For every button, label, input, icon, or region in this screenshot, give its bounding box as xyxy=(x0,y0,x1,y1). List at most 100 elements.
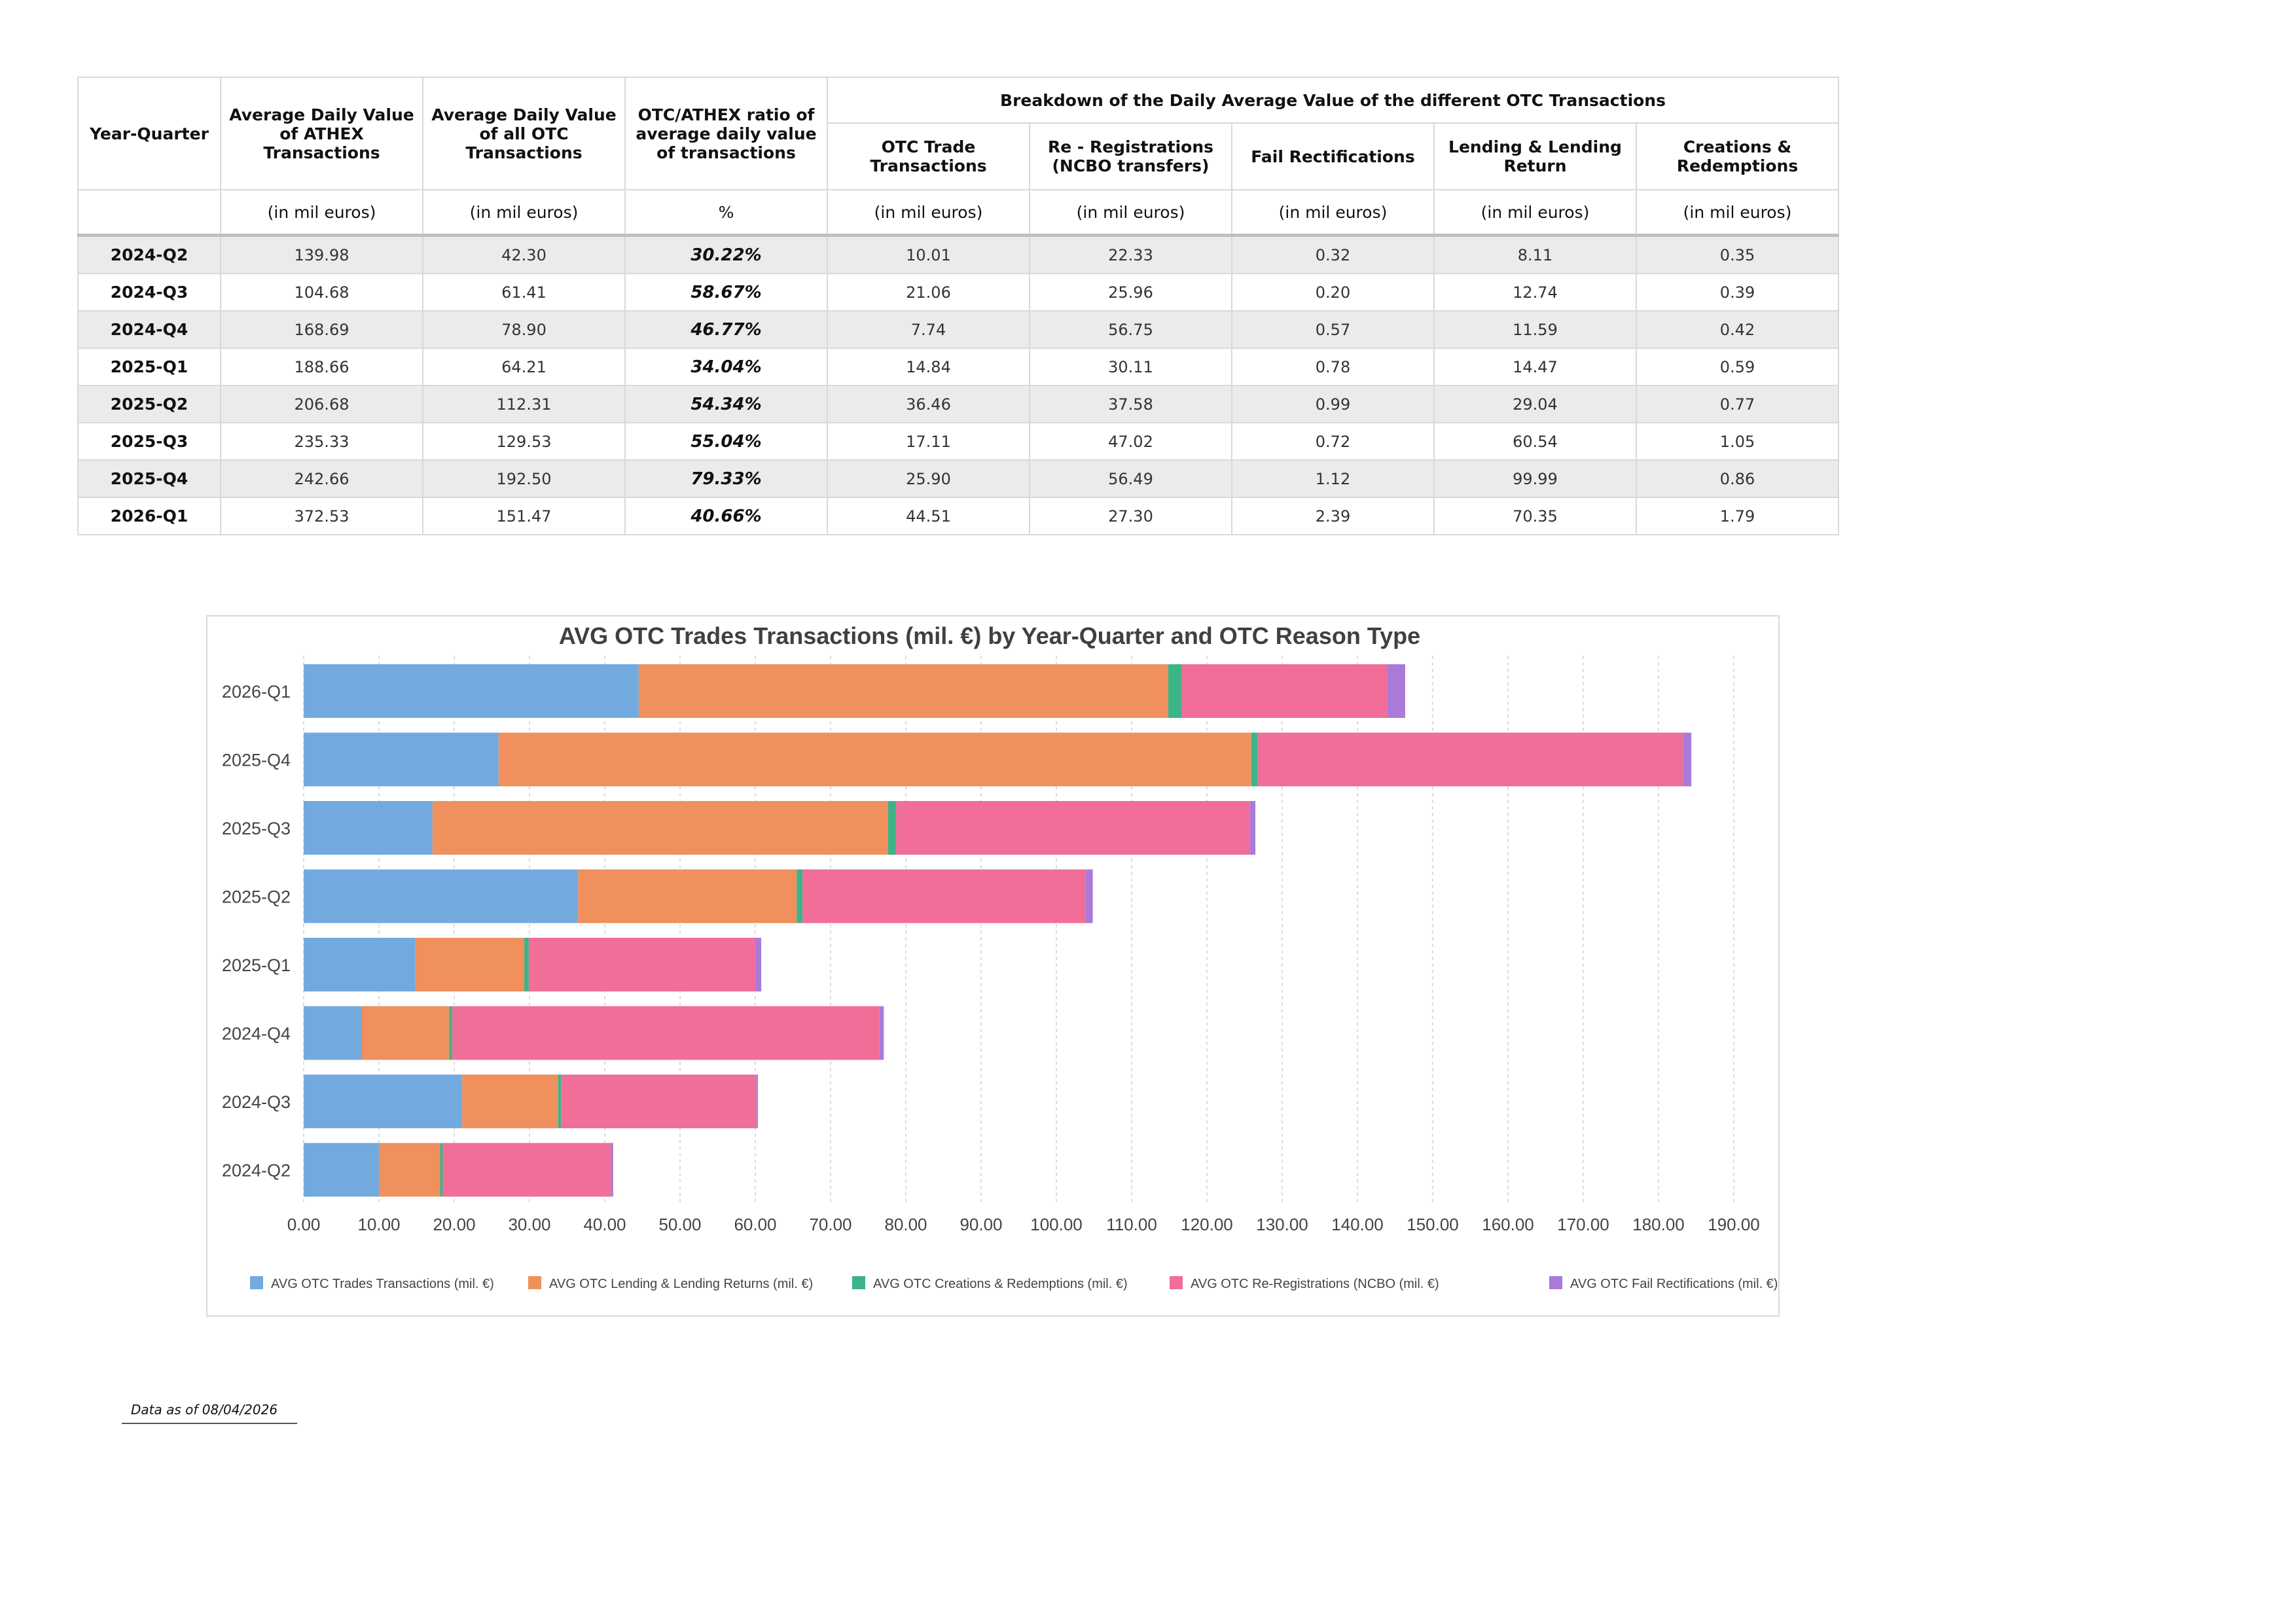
table-cell-ratio: 30.22% xyxy=(624,234,828,274)
table-cell-fail: 0.57 xyxy=(1231,310,1435,349)
header-rereg: Re - Registrations (NCBO transfers) xyxy=(1029,122,1232,190)
table-row: 2024-Q3 104.68 61.41 58.67% 21.06 25.96 0.20 12… xyxy=(77,273,1840,312)
chart-svg: AVG OTC Trades Transactions (mil. €) by … xyxy=(222,622,1778,1291)
table-cell-rereg: 56.75 xyxy=(1029,310,1232,349)
units-year-quarter xyxy=(77,189,221,237)
bar-segment xyxy=(578,869,797,923)
bar-segment xyxy=(304,1143,380,1197)
bar-segment xyxy=(1249,801,1256,855)
table-cell-creations: 0.35 xyxy=(1635,234,1840,274)
table-cell-ratio: 55.04% xyxy=(624,422,828,461)
bar-segment xyxy=(362,1006,450,1060)
y-tick-label: 2026-Q1 xyxy=(222,682,291,702)
table-cell-lending: 11.59 xyxy=(1433,310,1637,349)
table-cell-creations: 0.59 xyxy=(1635,348,1840,386)
bar-segment xyxy=(1257,732,1683,787)
bar-segment xyxy=(304,1075,463,1128)
bar-segment xyxy=(498,732,1251,787)
bar-segment xyxy=(440,1143,443,1197)
table-cell-otc: 61.41 xyxy=(422,273,626,312)
bar-segment xyxy=(415,938,525,991)
units-rereg: (in mil euros) xyxy=(1029,189,1232,237)
header-otc-all: Average Daily Value of all OTC Transacti… xyxy=(422,77,626,190)
legend-swatch xyxy=(250,1276,263,1289)
bar-segment xyxy=(304,938,416,991)
bar-segment xyxy=(304,732,499,787)
bar-segment xyxy=(561,1075,757,1128)
header-ratio: OTC/ATHEX ratio of average daily value o… xyxy=(624,77,828,190)
bar-segment xyxy=(432,801,888,855)
table-row: 2025-Q4 242.66 192.50 79.33% 25.90 56.49 1.12 9… xyxy=(77,459,1840,498)
table-cell-athex: 372.53 xyxy=(220,497,423,535)
x-tick-label: 10.00 xyxy=(357,1215,400,1234)
table-cell-yq: 2026-Q1 xyxy=(77,497,221,535)
x-tick-label: 60.00 xyxy=(734,1215,776,1234)
table-cell-rereg: 22.33 xyxy=(1029,234,1232,274)
table-row: 2024-Q2 139.98 42.30 30.22% 10.01 22.33 0.32 8.… xyxy=(77,234,1840,274)
table-cell-fail: 0.32 xyxy=(1231,234,1435,274)
units-athex: (in mil euros) xyxy=(220,189,423,237)
table-cell-athex: 139.98 xyxy=(220,234,423,274)
table-cell-yq: 2025-Q1 xyxy=(77,348,221,386)
table-cell-rereg: 47.02 xyxy=(1029,422,1232,461)
table-cell-athex: 168.69 xyxy=(220,310,423,349)
bar-segment xyxy=(888,801,897,855)
x-tick-label: 180.00 xyxy=(1632,1215,1685,1234)
table-cell-fail: 0.20 xyxy=(1231,273,1435,312)
table-cell-rereg: 56.49 xyxy=(1029,459,1232,498)
table-cell-yq: 2024-Q2 xyxy=(77,234,221,274)
data-date-footnote: Data as of 08/04/2026 xyxy=(122,1402,297,1424)
table-cell-athex: 206.68 xyxy=(220,385,423,423)
bar-segment xyxy=(452,1006,880,1060)
table-cell-trade: 25.90 xyxy=(827,459,1030,498)
table-body: 2024-Q2 139.98 42.30 30.22% 10.01 22.33 0.32 8.… xyxy=(77,234,1840,535)
legend-swatch xyxy=(528,1276,541,1289)
bar-segment xyxy=(1085,869,1093,923)
legend-label: AVG OTC Fail Rectifications (mil. €) xyxy=(1570,1277,1778,1291)
legend-swatch xyxy=(852,1276,865,1289)
bar-segment xyxy=(462,1075,558,1128)
bar-segment xyxy=(1168,664,1182,718)
bar-segment xyxy=(379,1143,440,1197)
units-lending: (in mil euros) xyxy=(1433,189,1637,237)
table-cell-fail: 0.78 xyxy=(1231,348,1435,386)
table-cell-rereg: 25.96 xyxy=(1029,273,1232,312)
bar-segment xyxy=(611,1143,613,1197)
bar-segment xyxy=(802,869,1086,923)
table-cell-creations: 0.86 xyxy=(1635,459,1840,498)
table-cell-yq: 2024-Q3 xyxy=(77,273,221,312)
y-tick-label: 2024-Q4 xyxy=(222,1024,291,1044)
x-tick-label: 40.00 xyxy=(583,1215,626,1234)
header-creations: Creations & Redemptions xyxy=(1635,122,1840,190)
table-cell-lending: 70.35 xyxy=(1433,497,1637,535)
x-tick-label: 170.00 xyxy=(1557,1215,1609,1234)
bar-segment xyxy=(304,801,433,855)
legend: AVG OTC Trades Transactions (mil. €) AVG … xyxy=(250,1276,1778,1291)
x-axis-labels: 0.00 10.00 20.00 30.00 40.00 50.00 60.00 70.00 8… xyxy=(287,1215,1760,1234)
bar-segment xyxy=(1251,732,1258,787)
y-axis-labels: 2026-Q1 2025-Q4 2025-Q3 2025-Q2 2025-Q1 2024-… xyxy=(222,682,291,1181)
bar-segment xyxy=(528,938,756,991)
y-tick-label: 2025-Q4 xyxy=(222,751,291,770)
bar-segment xyxy=(896,801,1250,855)
y-tick-label: 2024-Q3 xyxy=(222,1092,291,1112)
bar-segment xyxy=(304,1006,363,1060)
table-cell-otc: 42.30 xyxy=(422,234,626,274)
x-tick-label: 120.00 xyxy=(1181,1215,1233,1234)
table-row: 2024-Q4 168.69 78.90 46.77% 7.74 56.75 0.57 11.… xyxy=(77,310,1840,349)
bar-segment xyxy=(304,664,639,718)
table-cell-otc: 129.53 xyxy=(422,422,626,461)
table-cell-ratio: 79.33% xyxy=(624,459,828,498)
table-cell-lending: 8.11 xyxy=(1433,234,1637,274)
bar-segment xyxy=(442,1143,611,1197)
bar-segment xyxy=(756,1075,759,1128)
table-cell-trade: 36.46 xyxy=(827,385,1030,423)
bar-segment xyxy=(1387,664,1405,718)
header-trade: OTC Trade Transactions xyxy=(827,122,1030,190)
x-tick-label: 130.00 xyxy=(1256,1215,1308,1234)
table-cell-otc: 151.47 xyxy=(422,497,626,535)
otc-statistics-table: Year-Quarter Average Daily Value of ATHE… xyxy=(77,77,1840,535)
table-cell-lending: 99.99 xyxy=(1433,459,1637,498)
bar-segment xyxy=(1683,732,1692,787)
table-cell-creations: 0.42 xyxy=(1635,310,1840,349)
